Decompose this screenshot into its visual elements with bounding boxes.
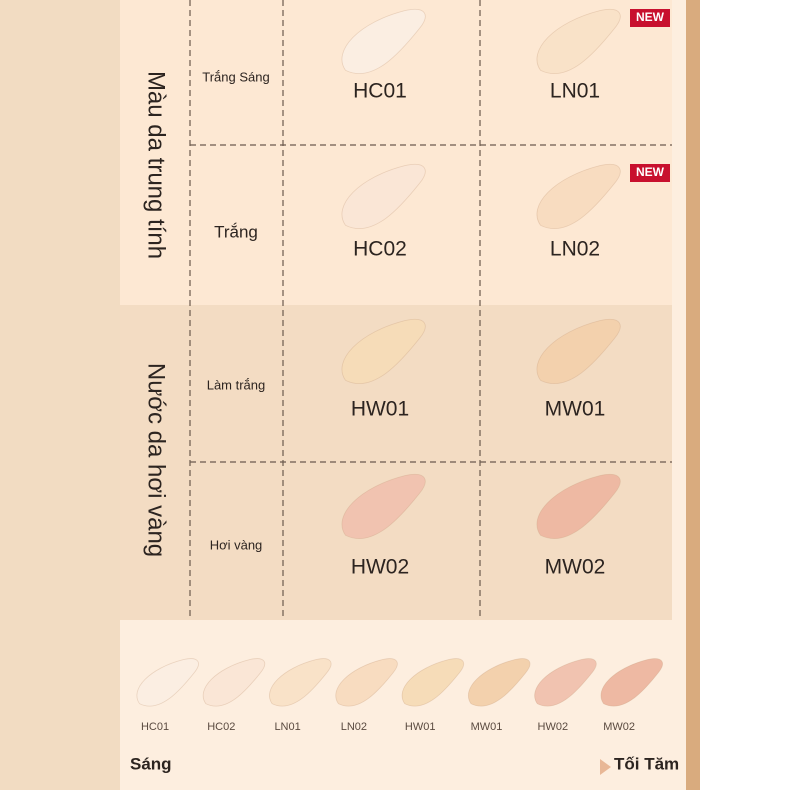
swatch — [269, 658, 332, 707]
swatch — [136, 658, 199, 707]
swatch — [335, 658, 398, 707]
row-label: Làm trắng — [207, 377, 266, 392]
badge-text: NEW — [636, 10, 665, 24]
swatch-code: HW01 — [405, 721, 436, 733]
shade-code: HW01 — [351, 398, 409, 421]
swatch-code: HC01 — [141, 721, 169, 733]
badge-text: NEW — [636, 165, 665, 179]
swatch-code: HC02 — [207, 721, 235, 733]
swatch-code: LN01 — [274, 721, 300, 733]
swatch-code: HW02 — [538, 721, 569, 733]
group-label: Nước da hơi vàng — [143, 363, 170, 557]
shade-code: HW02 — [351, 556, 409, 579]
swatch-code: LN02 — [341, 721, 367, 733]
swatch-code: MW01 — [471, 721, 503, 733]
shade-code: MW02 — [545, 556, 606, 579]
swatch — [536, 9, 621, 74]
left-strip — [0, 0, 120, 790]
shade-code: HC02 — [353, 238, 407, 261]
swatch — [600, 658, 663, 707]
swatch — [468, 658, 531, 707]
group-label: Màu da trung tính — [143, 71, 170, 259]
swatch — [341, 319, 426, 384]
shade-code: MW01 — [545, 398, 606, 421]
swatch — [341, 474, 426, 539]
row-label: Trắng Sáng — [202, 69, 269, 84]
scale-end: Tối Tăm — [614, 754, 679, 773]
row-label: Hơi vàng — [210, 537, 263, 552]
swatch — [536, 319, 621, 384]
swatch — [341, 9, 426, 74]
badge — [630, 9, 670, 27]
swatch — [341, 164, 426, 229]
arrow-head — [600, 759, 611, 775]
swatch-code: MW02 — [603, 721, 635, 733]
right-border — [686, 0, 700, 790]
scale-start: Sáng — [130, 754, 172, 773]
shade-code: HC01 — [353, 80, 407, 103]
swatch — [534, 658, 597, 707]
swatch — [536, 164, 621, 229]
swatch — [401, 658, 465, 707]
badge — [630, 164, 670, 182]
grid — [189, 0, 672, 620]
swatch — [536, 474, 621, 539]
row-label: Trắng — [214, 222, 258, 241]
swatch — [202, 658, 266, 707]
shade-code: LN01 — [550, 80, 600, 103]
shade-code: LN02 — [550, 238, 600, 261]
